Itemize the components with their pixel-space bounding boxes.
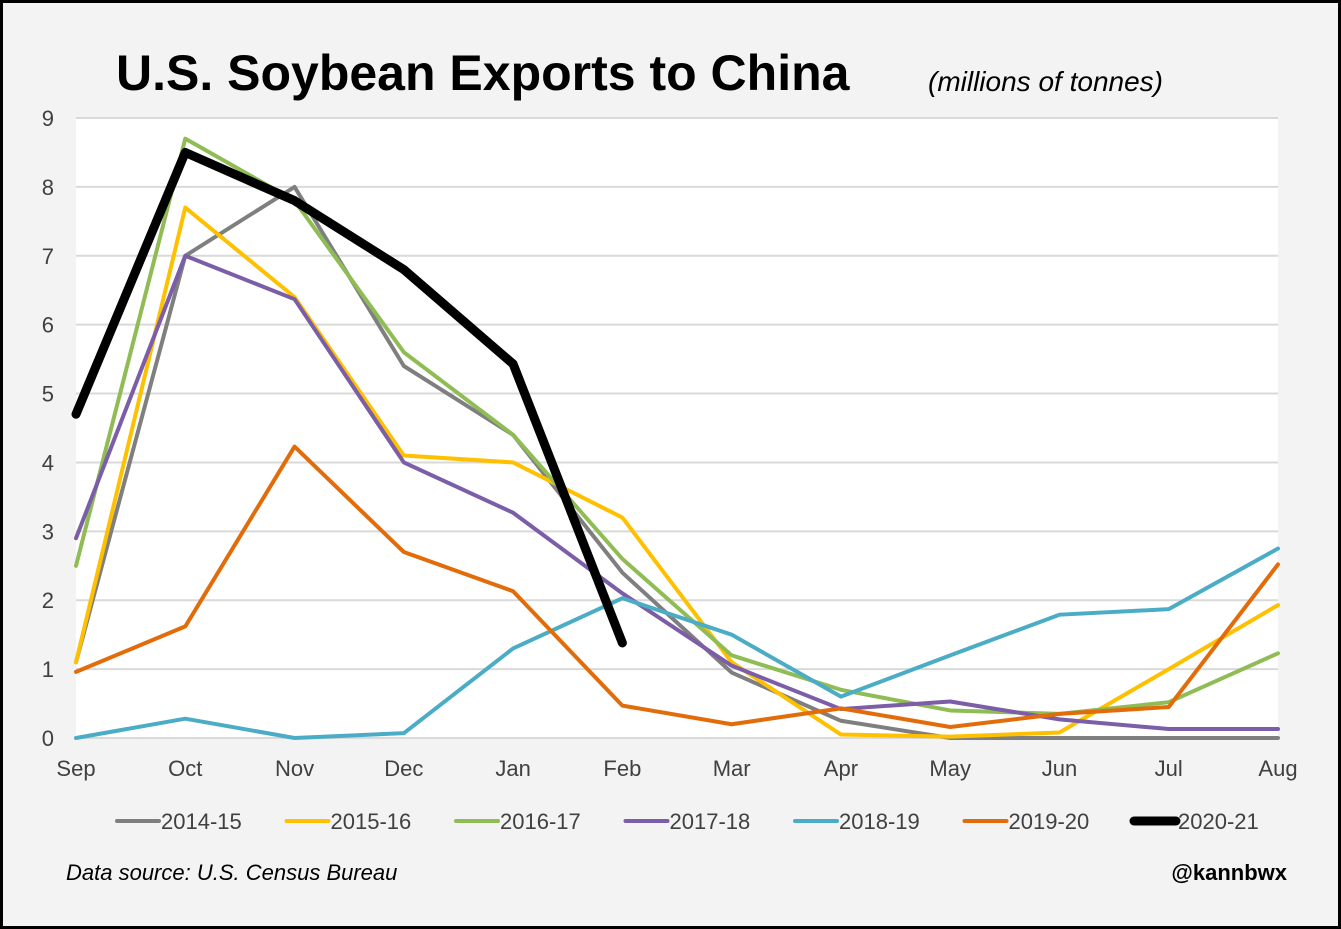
x-tick-label: Sep xyxy=(56,756,95,781)
author-credit: @kannbwx xyxy=(1171,860,1287,885)
x-tick-label: Aug xyxy=(1258,756,1297,781)
x-tick-label: May xyxy=(929,756,971,781)
series-line-2018-19 xyxy=(74,546,1280,740)
y-tick-label: 8 xyxy=(42,175,54,200)
x-tick-label: Apr xyxy=(824,756,858,781)
y-tick-label: 2 xyxy=(42,588,54,613)
x-tick-label: Oct xyxy=(168,756,202,781)
x-tick-label: Feb xyxy=(603,756,641,781)
y-tick-label: 4 xyxy=(42,450,54,475)
x-tick-label: Nov xyxy=(275,756,314,781)
series-line-2020-21 xyxy=(71,147,627,648)
legend-label: 2019-20 xyxy=(1009,809,1090,834)
chart-subtitle: (millions of tonnes) xyxy=(928,66,1163,97)
series-line-2019-20 xyxy=(74,444,1280,729)
legend-label: 2018-19 xyxy=(839,809,920,834)
plot-area xyxy=(76,118,1278,738)
legend-label: 2015-16 xyxy=(331,809,412,834)
y-tick-label: 1 xyxy=(42,657,54,682)
x-tick-label: Jan xyxy=(495,756,530,781)
y-tick-label: 7 xyxy=(42,244,54,269)
y-tick-label: 3 xyxy=(42,519,54,544)
y-tick-label: 5 xyxy=(42,382,54,407)
series-line-2014-15 xyxy=(74,184,1280,740)
x-tick-label: Jul xyxy=(1155,756,1183,781)
y-tick-label: 6 xyxy=(42,313,54,338)
legend-label: 2017-18 xyxy=(670,809,751,834)
y-tick-label: 9 xyxy=(42,106,54,131)
chart-title: U.S. Soybean Exports to China xyxy=(116,45,850,101)
legend-label: 2020-21 xyxy=(1178,809,1259,834)
y-tick-label: 0 xyxy=(42,726,54,751)
x-tick-label: Dec xyxy=(384,756,423,781)
series-line-2017-18 xyxy=(74,253,1280,732)
legend-label: 2016-17 xyxy=(500,809,581,834)
x-tick-label: Mar xyxy=(713,756,751,781)
data-source: Data source: U.S. Census Bureau xyxy=(66,860,398,885)
legend-label: 2014-15 xyxy=(161,809,242,834)
x-tick-label: Jun xyxy=(1042,756,1077,781)
